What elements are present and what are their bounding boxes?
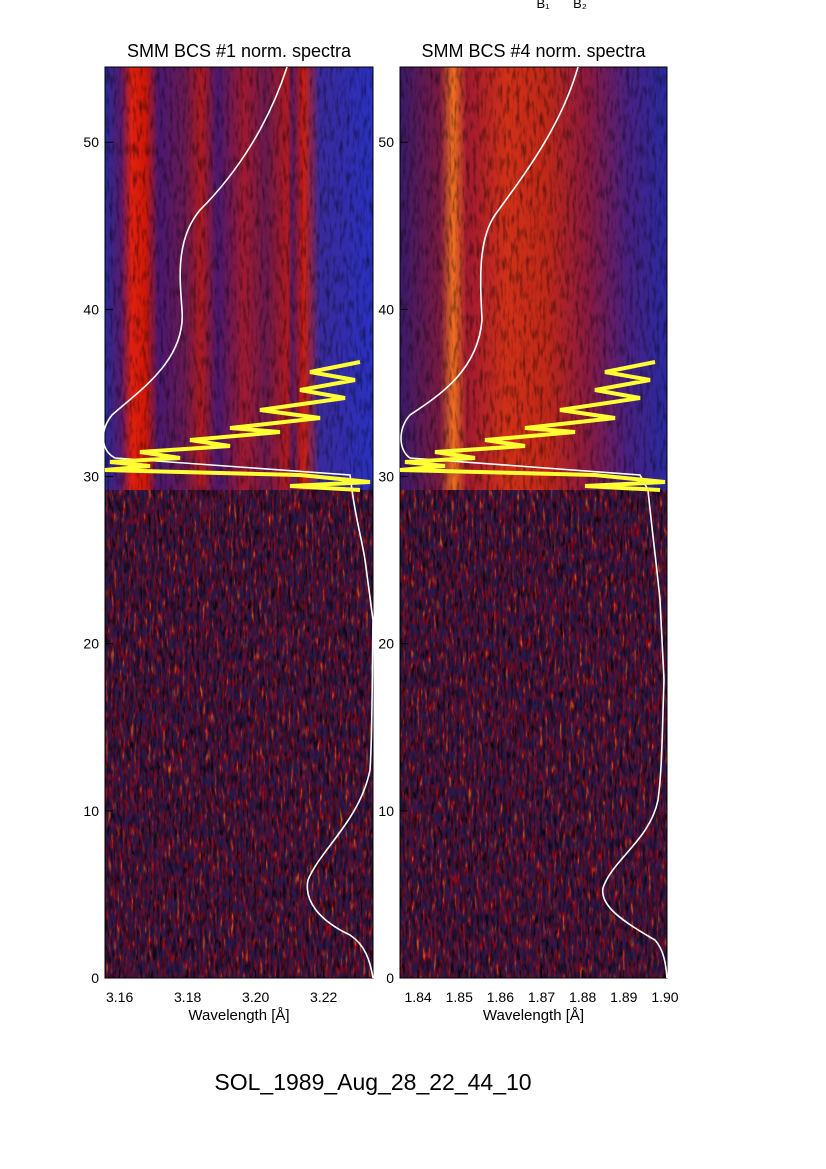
- yellow-trace: [104, 360, 371, 492]
- plot-frame: [104, 66, 374, 979]
- y-tick-label: 10: [378, 803, 394, 819]
- panel-title: SMM BCS #1 norm. spectra: [127, 41, 352, 61]
- panel-title: SMM BCS #4 norm. spectra: [421, 41, 646, 61]
- y-tick-label: 10: [83, 803, 99, 819]
- x-tick-label: 1.87: [528, 989, 555, 1005]
- y-tick-label: 40: [378, 301, 394, 317]
- x-axis-label: Wavelength [Å]: [188, 1007, 289, 1024]
- y-tick-label: 20: [83, 636, 99, 652]
- x-tick-label: 1.88: [569, 989, 596, 1005]
- x-tick-label: 1.90: [651, 989, 678, 1005]
- y-tick-label: 30: [378, 469, 394, 485]
- light-curve: [400, 66, 668, 979]
- x-tick-label: 3.22: [310, 989, 337, 1005]
- x-tick-label: 1.84: [404, 989, 431, 1005]
- x-tick-label: 3.20: [242, 989, 269, 1005]
- spectrum-noise: [400, 490, 667, 978]
- spectrum-noise: [105, 490, 373, 978]
- x-tick-label: 3.16: [106, 989, 133, 1005]
- spectrum-noise: [400, 67, 667, 490]
- light-curve: [102, 66, 374, 979]
- annotation: B₁: [536, 0, 550, 11]
- yellow-trace: [399, 360, 666, 492]
- overlay-curves: [102, 66, 668, 979]
- x-tick-label: 3.18: [174, 989, 201, 1005]
- y-tick-label: 50: [83, 134, 99, 150]
- y-tick-label: 50: [378, 134, 394, 150]
- y-tick-label: 40: [83, 301, 99, 317]
- x-tick-label: 1.86: [487, 989, 514, 1005]
- y-tick-label: 30: [83, 469, 99, 485]
- x-axis-label: Wavelength [Å]: [483, 1007, 584, 1024]
- y-tick-label: 20: [378, 636, 394, 652]
- x-tick-label: 1.89: [610, 989, 637, 1005]
- plot-frame: [399, 66, 668, 979]
- spectrum-noise: [105, 67, 373, 490]
- y-tick-label: 0: [386, 970, 394, 986]
- annotation: B₂: [573, 0, 587, 11]
- x-tick-label: 1.85: [446, 989, 473, 1005]
- y-tick-label: 0: [91, 970, 99, 986]
- figure-title: SOL_1989_Aug_28_22_44_10: [214, 1069, 531, 1095]
